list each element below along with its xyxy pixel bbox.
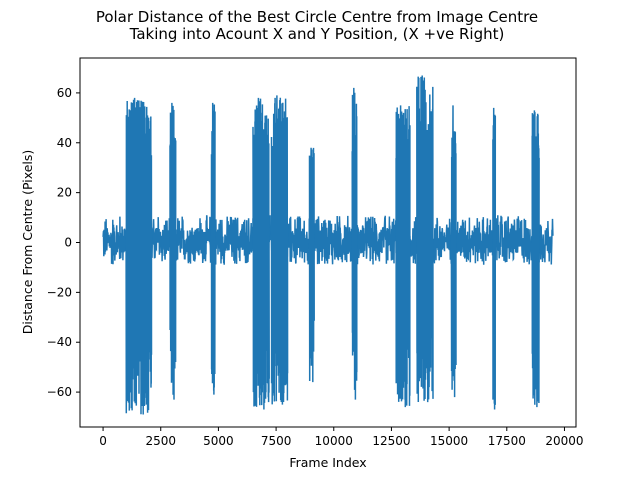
- noise-band-line: [102, 214, 554, 265]
- spike-burst-6: [308, 147, 315, 383]
- x-tick-label: 5000: [203, 434, 234, 448]
- x-tick-label: 12500: [372, 434, 410, 448]
- y-tick-label: 20: [57, 186, 72, 200]
- x-tick-label: 0: [99, 434, 107, 448]
- chart-title-line-1: Polar Distance of the Best Circle Centre…: [96, 8, 538, 26]
- spike-burst-11: [492, 107, 497, 410]
- y-tick-label: 40: [57, 136, 72, 150]
- y-tick-label: −20: [47, 285, 72, 299]
- x-tick-label: 10000: [315, 434, 353, 448]
- plot-series-layer: [102, 75, 554, 415]
- chart-title-line-2: Taking into Acount X and Y Position, (X …: [129, 25, 505, 43]
- spike-burst-3: [210, 102, 216, 395]
- spike-burst-7: [351, 87, 358, 400]
- x-tick-label: 17500: [488, 434, 526, 448]
- spike-burst-9: [416, 75, 434, 403]
- spike-burst-12: [531, 110, 540, 408]
- ticks-layer: 0 2500 5000 7500 10000 12500 15000 17500 20000 −6…: [47, 86, 584, 448]
- plot-frame: [79, 57, 577, 428]
- y-tick-label: 60: [57, 86, 72, 100]
- spike-burst-4: [252, 97, 270, 410]
- spike-burst-5: [270, 95, 289, 405]
- spike-burst-1: [125, 97, 153, 415]
- y-tick-label: −60: [47, 385, 72, 399]
- x-tick-label: 15000: [430, 434, 468, 448]
- spike-burst-8: [395, 105, 411, 408]
- x-axis-label: Frame Index: [289, 455, 366, 470]
- spike-burst-10: [450, 105, 457, 398]
- y-tick-label: −40: [47, 335, 72, 349]
- x-tick-label: 2500: [145, 434, 176, 448]
- y-axis-label: Distance From Centre (Pixels): [20, 150, 35, 335]
- x-tick-label: 20000: [545, 434, 583, 448]
- y-tick-label: 0: [64, 236, 72, 250]
- spike-burst-2: [169, 102, 177, 400]
- x-tick-label: 7500: [261, 434, 292, 448]
